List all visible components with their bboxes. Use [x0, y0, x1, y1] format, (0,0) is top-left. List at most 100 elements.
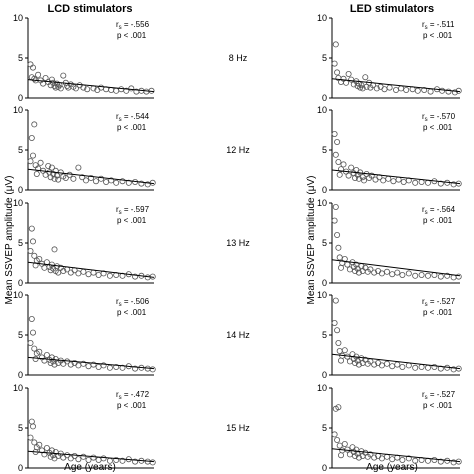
- data-point: [336, 254, 343, 261]
- data-point: [119, 457, 126, 464]
- data-point: [334, 138, 341, 145]
- data-point: [75, 270, 82, 277]
- data-point: [412, 364, 419, 371]
- regression-line: [331, 353, 461, 370]
- data-point: [71, 452, 78, 459]
- data-point: [79, 174, 86, 181]
- data-point: [36, 255, 43, 262]
- y-tick-label: 5: [322, 238, 327, 248]
- data-point: [29, 64, 36, 71]
- data-point: [394, 361, 401, 368]
- data-point: [412, 457, 419, 464]
- data-point: [399, 271, 406, 278]
- data-point: [42, 171, 49, 178]
- data-point: [93, 178, 100, 185]
- data-point: [80, 360, 87, 367]
- rs-statistic: rs = -.564: [422, 205, 456, 216]
- data-point: [455, 273, 462, 280]
- data-point: [28, 134, 35, 141]
- data-point: [367, 451, 374, 458]
- y-tick-label: 0: [18, 370, 23, 380]
- data-point: [336, 442, 343, 449]
- y-tick-label: 0: [18, 463, 23, 473]
- data-point: [349, 444, 356, 451]
- data-point: [132, 273, 139, 280]
- data-point: [29, 329, 36, 336]
- p-value: p < .001: [423, 401, 453, 410]
- data-point: [85, 363, 92, 370]
- rs-statistic: rs = -.506: [116, 297, 150, 308]
- p-value: p < .001: [423, 216, 453, 225]
- data-point: [70, 175, 77, 182]
- rs-statistic: rs = -.472: [116, 390, 150, 401]
- data-point: [31, 252, 38, 259]
- data-point: [439, 87, 446, 94]
- data-point: [395, 176, 402, 183]
- data-point: [331, 217, 338, 224]
- data-point: [149, 459, 156, 466]
- data-point: [427, 88, 434, 95]
- data-point: [431, 363, 438, 370]
- left-column-title: LCD stimulators: [48, 3, 133, 15]
- data-point: [113, 87, 120, 94]
- data-point: [346, 451, 353, 458]
- data-point: [335, 404, 342, 411]
- regression-line: [27, 261, 155, 278]
- frequency-label: 15 Hz: [226, 423, 250, 433]
- y-tick-label: 10: [13, 383, 23, 393]
- data-point: [138, 180, 145, 187]
- frequency-label: 8 Hz: [229, 53, 248, 63]
- data-point: [345, 172, 352, 179]
- data-point: [412, 179, 419, 186]
- rs-statistic: rs = -.570: [422, 112, 456, 123]
- data-point: [83, 177, 90, 184]
- data-point: [88, 174, 95, 181]
- frequency-label: 13 Hz: [226, 238, 250, 248]
- data-point: [35, 71, 42, 78]
- data-point: [143, 88, 150, 95]
- y-tick-label: 10: [13, 13, 23, 23]
- data-point: [331, 60, 338, 67]
- data-point: [385, 175, 392, 182]
- data-point: [45, 162, 52, 169]
- p-value: p < .001: [423, 308, 453, 317]
- regression-line: [27, 168, 155, 185]
- data-point: [386, 84, 393, 91]
- data-point: [371, 269, 378, 276]
- data-point: [332, 203, 339, 210]
- y-tick-label: 10: [13, 198, 23, 208]
- data-point: [380, 177, 387, 184]
- data-point: [344, 446, 351, 453]
- data-point: [421, 87, 428, 94]
- y-tick-label: 10: [317, 383, 327, 393]
- data-point: [60, 454, 67, 461]
- data-point: [418, 363, 425, 370]
- data-point: [67, 269, 74, 276]
- data-point: [98, 175, 105, 182]
- data-point: [100, 362, 107, 369]
- data-point: [29, 423, 36, 430]
- data-point: [346, 266, 353, 273]
- data-point: [60, 267, 67, 274]
- data-point: [35, 165, 42, 172]
- data-point: [355, 454, 362, 461]
- data-point: [335, 339, 342, 346]
- data-point: [337, 452, 344, 459]
- regression-line: [331, 259, 461, 277]
- data-point: [103, 178, 110, 185]
- y-tick-label: 5: [322, 330, 327, 340]
- data-point: [28, 315, 35, 322]
- data-point: [60, 72, 67, 79]
- data-point: [399, 363, 406, 370]
- rs-statistic: rs = -.527: [422, 297, 456, 308]
- data-point: [359, 174, 366, 181]
- rs-statistic: rs = -.527: [422, 390, 456, 401]
- data-point: [451, 89, 458, 96]
- data-point: [90, 454, 97, 461]
- p-value: p < .001: [117, 401, 147, 410]
